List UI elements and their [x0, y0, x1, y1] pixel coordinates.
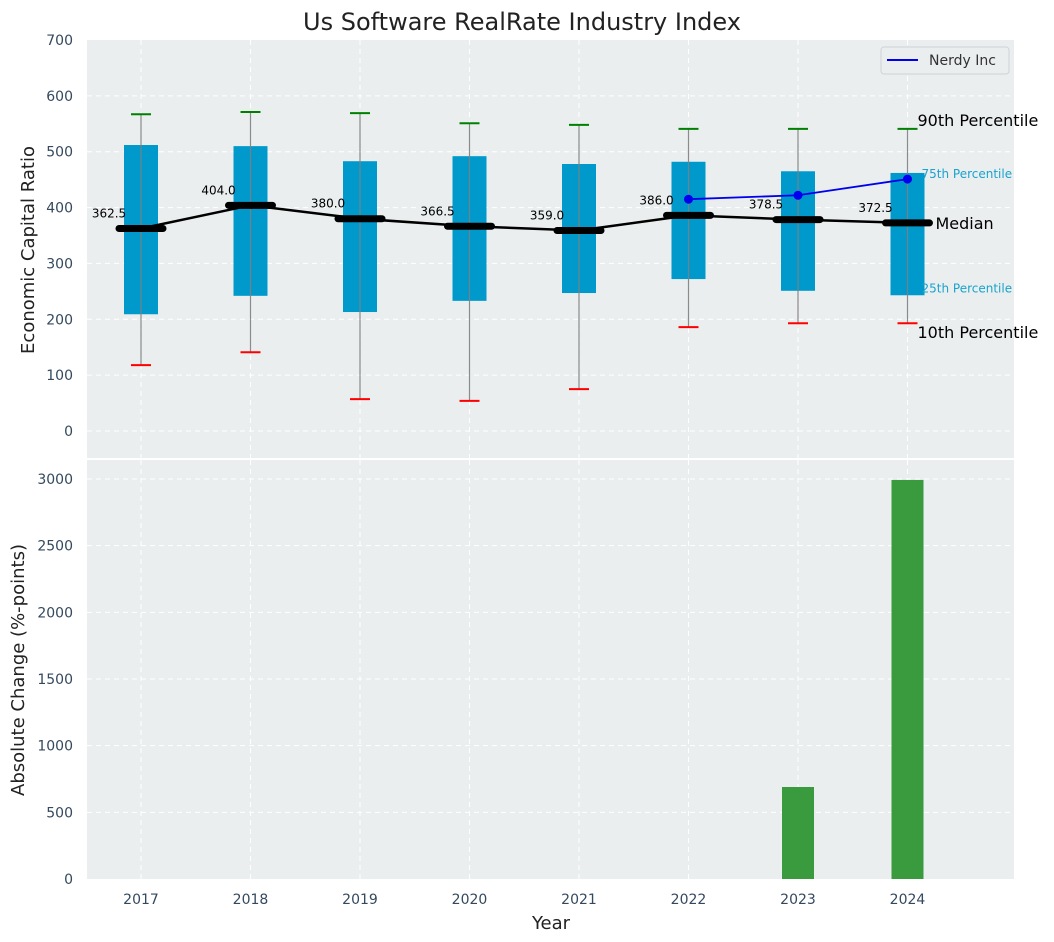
chart-title: Us Software RealRate Industry Index — [303, 8, 741, 36]
x-tick-label: 2020 — [452, 892, 488, 908]
nerdy-inc-point — [684, 194, 693, 204]
y-tick-label: 2000 — [37, 605, 73, 621]
x-ticks: 2017 2018 2019 2020 2021 2022 2023 2024 — [123, 892, 925, 908]
annotation-90th: 90th Percentile — [918, 111, 1039, 130]
legend: Nerdy Inc — [880, 46, 1010, 75]
median-line-group: 362.5 404.0 380.0 366.5 359.0 386.0 378.5 372.5 — [92, 183, 933, 234]
y-tick-label: 500 — [46, 805, 73, 821]
y-tick-label: 600 — [46, 89, 73, 105]
box-plot-group — [124, 111, 925, 402]
x-tick-label: 2017 — [123, 892, 159, 908]
y-tick-label: 0 — [64, 872, 73, 888]
bottom-plot-area — [87, 460, 1014, 879]
median-value-label: 386.0 — [639, 193, 673, 207]
median-value-label: 404.0 — [201, 183, 235, 197]
y-tick-label: 500 — [46, 145, 73, 161]
change-bar — [782, 787, 814, 879]
median-value-label: 378.5 — [749, 198, 783, 212]
bottom-y-axis-label: Absolute Change (%-points) — [8, 544, 29, 796]
top-y-ticks: 0 100 200 300 400 500 600 700 — [46, 33, 73, 440]
x-tick-label: 2022 — [671, 892, 707, 908]
median-value-label: 372.5 — [858, 201, 892, 215]
x-tick-label: 2021 — [561, 892, 597, 908]
top-plot-area — [87, 40, 1014, 458]
percentile-annotations: 90th Percentile 75th Percentile Median 25th… — [918, 111, 1039, 342]
x-axis-label: Year — [531, 913, 571, 934]
bar-group — [782, 479, 924, 879]
x-tick-label: 2018 — [233, 892, 269, 908]
annotation-25th: 25th Percentile — [922, 281, 1013, 295]
y-tick-label: 1000 — [37, 739, 73, 755]
median-value-label: 359.0 — [530, 208, 564, 222]
annotation-75th: 75th Percentile — [922, 167, 1013, 181]
y-tick-label: 200 — [46, 312, 73, 328]
y-tick-label: 400 — [46, 201, 73, 217]
y-tick-label: 700 — [46, 33, 73, 49]
panel-separator — [87, 458, 1014, 460]
company-line-group — [684, 174, 912, 204]
nerdy-inc-point — [903, 174, 912, 184]
top-y-axis-label: Economic Capital Ratio — [18, 146, 39, 354]
bottom-gridlines — [87, 460, 1014, 879]
median-value-label: 362.5 — [92, 207, 126, 221]
x-tick-label: 2019 — [342, 892, 378, 908]
bottom-y-ticks: 0 500 1000 1500 2000 2500 3000 — [37, 472, 73, 888]
y-tick-label: 300 — [46, 256, 73, 272]
nerdy-inc-point — [793, 190, 803, 200]
y-tick-label: 100 — [46, 368, 73, 384]
annotation-10th: 10th Percentile — [918, 323, 1039, 342]
change-bar — [891, 479, 924, 879]
y-tick-label: 3000 — [37, 472, 73, 488]
y-tick-label: 1500 — [37, 672, 73, 688]
x-tick-label: 2023 — [780, 892, 816, 908]
annotation-median: Median — [936, 214, 994, 233]
y-tick-label: 0 — [64, 424, 73, 440]
legend-box — [880, 46, 1010, 75]
y-tick-label: 2500 — [37, 539, 73, 555]
legend-label-nerdy-inc: Nerdy Inc — [929, 53, 996, 69]
x-tick-label: 2024 — [890, 892, 926, 908]
median-value-label: 366.5 — [420, 204, 454, 218]
median-value-label: 380.0 — [311, 197, 345, 211]
